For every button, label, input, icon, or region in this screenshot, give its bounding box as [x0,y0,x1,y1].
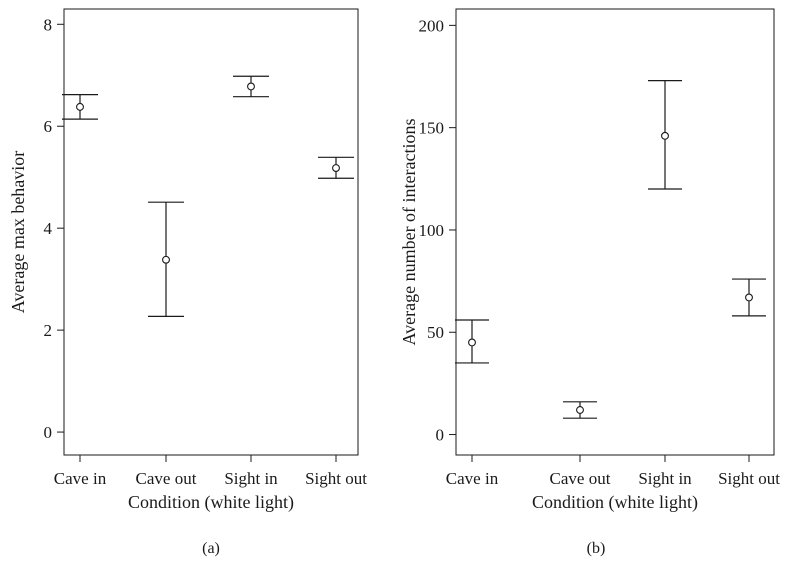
mean-point [661,131,669,140]
y-axis-label: Average max behavior [8,151,28,314]
y-tick-label: 100 [419,221,445,240]
x-tick-label: Sight in [638,469,692,488]
plot-frame [455,8,775,456]
mean-point [76,102,84,111]
y-tick-label: 8 [44,15,53,34]
x-axis-label: Condition (white light) [128,492,294,513]
y-tick-label: 6 [44,117,53,136]
mean-point [247,82,255,91]
y-tick-label: 0 [436,426,445,445]
x-tick-label: Cave in [446,469,499,488]
mean-point [745,293,753,302]
mean-point [332,164,340,172]
mean-point [576,406,584,414]
y-tick-label: 4 [44,219,53,238]
x-tick-label: Sight out [305,469,367,488]
panel-label: (a) [202,540,220,557]
y-tick-label: 50 [427,323,444,342]
y-tick-label: 200 [419,16,445,35]
plot-frame [63,8,359,456]
x-tick-label: Cave out [136,469,197,488]
x-tick-label: Sight in [224,469,278,488]
x-tick-label: Sight out [718,469,780,488]
y-tick-label: 0 [44,423,53,442]
y-axis-label: Average number of interactions [399,118,419,345]
y-tick-label: 2 [44,321,53,340]
y-tick-label: 150 [419,119,445,138]
x-tick-label: Cave in [54,469,107,488]
mean-point [468,338,476,347]
panel-label: (b) [587,540,606,557]
x-tick-label: Cave out [550,469,611,488]
mean-point [162,255,170,264]
x-axis-label: Condition (white light) [532,492,698,513]
